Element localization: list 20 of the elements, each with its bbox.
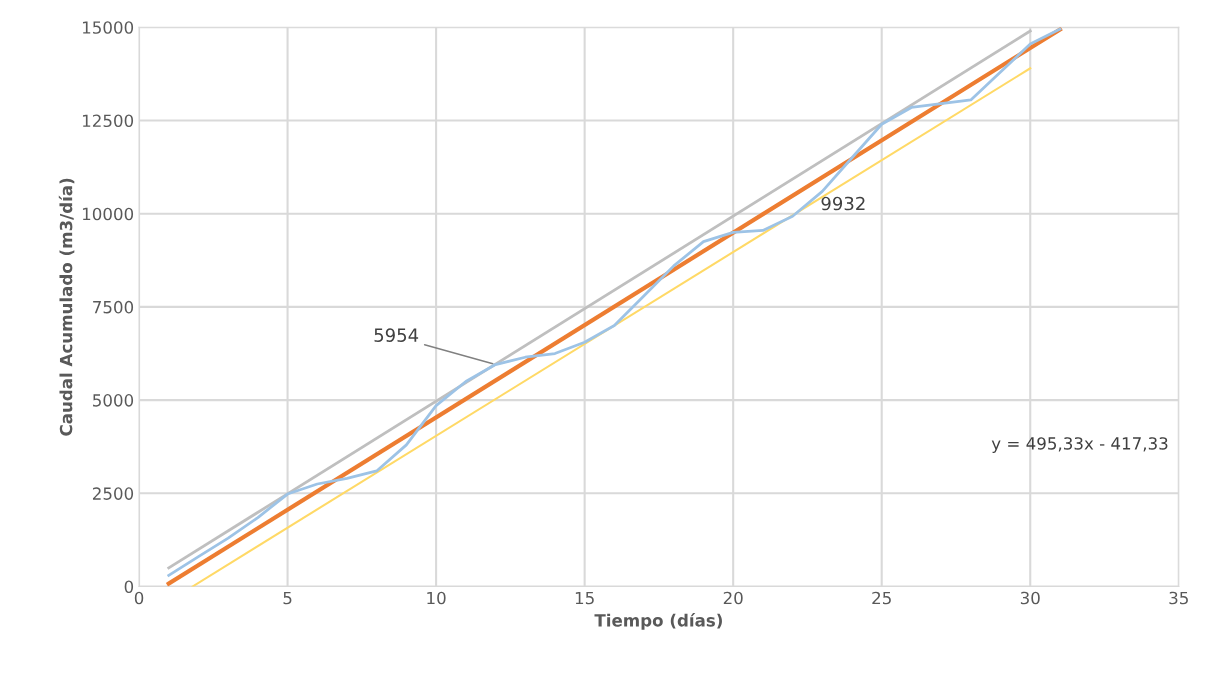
x-tick-label: 5 xyxy=(283,591,292,605)
x-tick-label: 20 xyxy=(723,591,743,605)
y-tick-label: 2500 xyxy=(92,487,134,500)
x-tick-label: 25 xyxy=(872,591,891,605)
y-tick-label: 15000 xyxy=(82,21,134,34)
x-tick-label: 10 xyxy=(427,591,446,605)
y-axis-title: Caudal Acumulado (m3/día) xyxy=(58,178,75,436)
y-tick-label: 5000 xyxy=(93,394,134,407)
y-tick-label: 10000 xyxy=(82,207,134,221)
annotation: 5954 xyxy=(374,328,419,342)
y-tick-label: 0 xyxy=(124,580,134,594)
x-tick-label: 0 xyxy=(134,591,144,605)
annotation: y = 495,33x - 417,33 xyxy=(991,437,1168,453)
y-tick-label: 7500 xyxy=(93,300,134,314)
x-tick-label: 30 xyxy=(1020,591,1040,605)
x-tick-label: 15 xyxy=(575,591,594,605)
x-axis-title: Tiempo (días) xyxy=(594,613,722,630)
annotation: 9932 xyxy=(821,196,865,211)
x-tick-label: 35 xyxy=(1169,591,1188,605)
y-tick-label: 12500 xyxy=(82,114,134,128)
